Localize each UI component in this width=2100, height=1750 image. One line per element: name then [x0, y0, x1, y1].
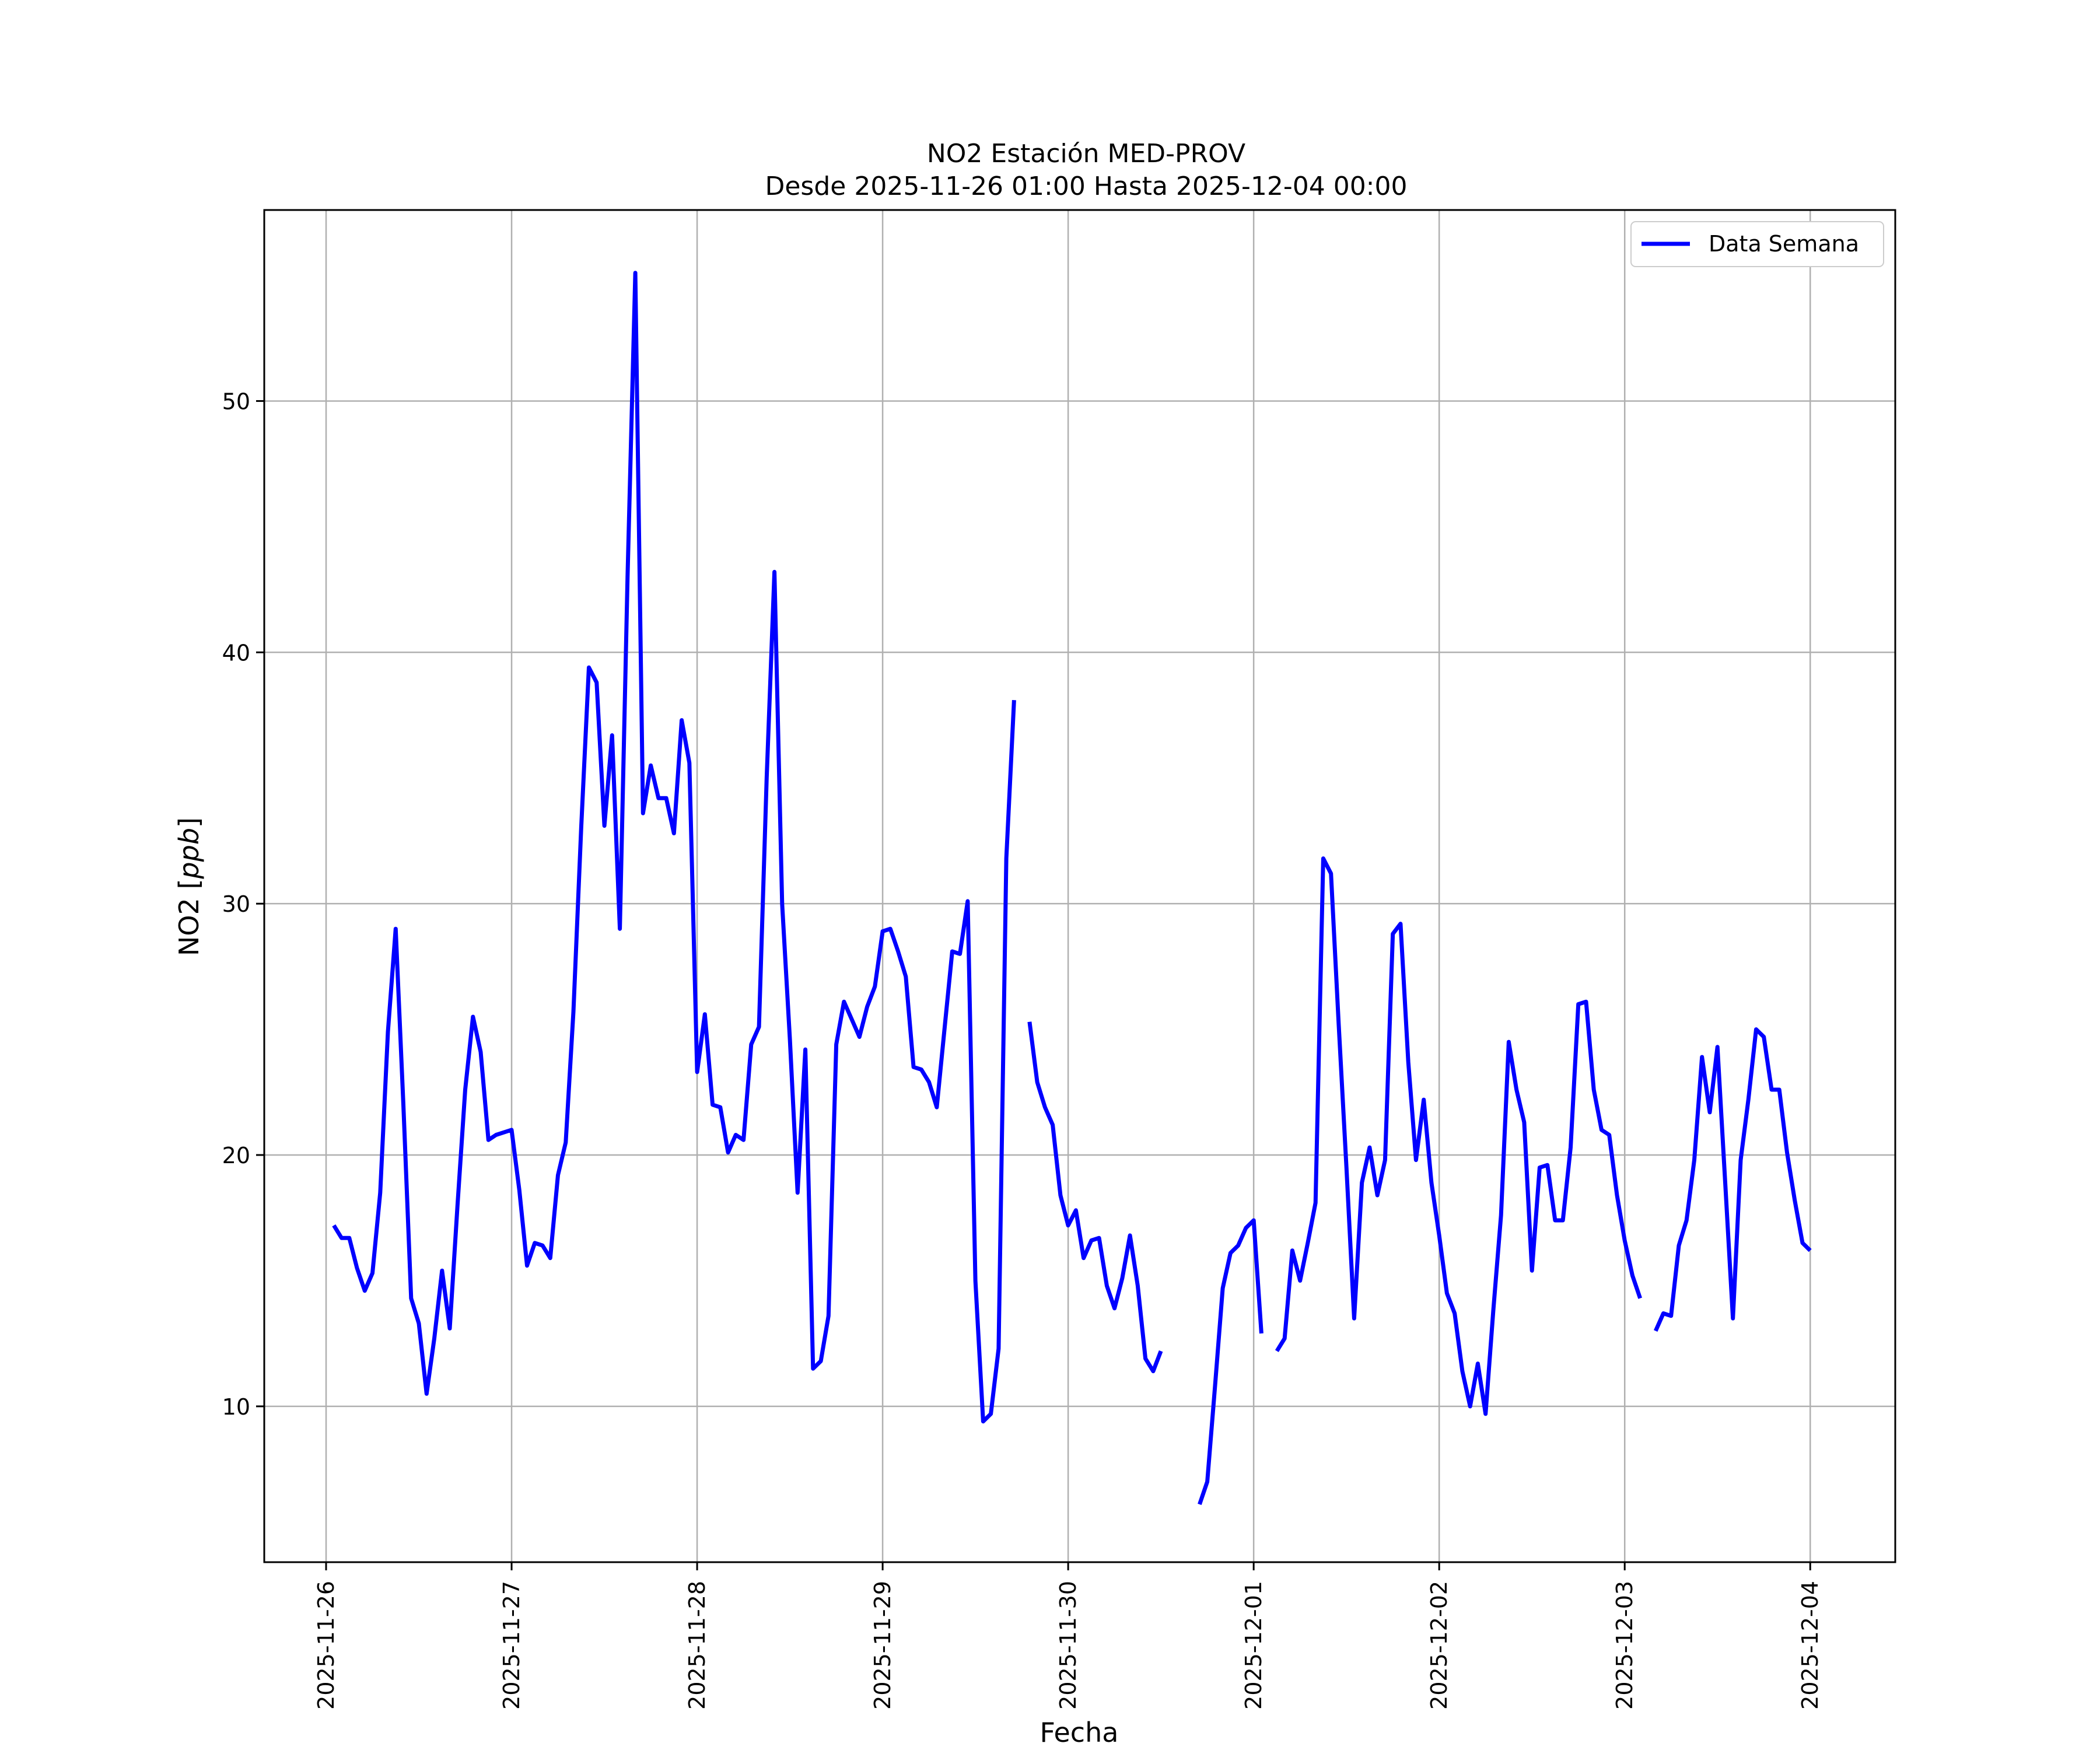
chart-title: NO2 Estación MED-PROV	[927, 139, 1245, 169]
x-tick-label: 2025-11-27	[499, 1581, 524, 1710]
data-series-lines	[332, 271, 1812, 1506]
series-line-segment	[1275, 856, 1643, 1416]
y-axis-label-close: ]	[173, 817, 205, 828]
x-axis-ticks: 2025-11-26 2025-11-27 2025-11-28 2025-11-29…	[313, 1562, 1823, 1710]
y-tick-label: 40	[222, 640, 250, 666]
series-line-segment	[1653, 1027, 1812, 1332]
series-line-segment	[1198, 1218, 1264, 1506]
y-tick-label: 10	[222, 1394, 250, 1420]
legend-box	[1630, 221, 1884, 267]
y-axis-label-unit: ppb	[173, 828, 205, 880]
x-tick-label: 2025-11-28	[684, 1581, 710, 1710]
legend-label-data-semana: Data Semana	[1709, 231, 1859, 257]
y-axis-label: NO2 [ppb]	[173, 817, 205, 956]
grid-lines	[264, 210, 1895, 1562]
x-tick-label: 2025-11-26	[313, 1581, 339, 1710]
series-line-segment	[332, 271, 1016, 1424]
plot-area-frame	[263, 209, 1896, 1563]
x-tick-label: 2025-12-02	[1426, 1581, 1452, 1710]
y-tick-label: 50	[222, 388, 250, 414]
series-line-segment	[1027, 1021, 1163, 1374]
x-tick-label: 2025-11-30	[1055, 1581, 1081, 1710]
chart-subtitle: Desde 2025-11-26 01:00 Hasta 2025-12-04 …	[765, 172, 1407, 201]
x-tick-label: 2025-12-04	[1797, 1581, 1823, 1710]
x-tick-label: 2025-12-03	[1612, 1581, 1637, 1710]
x-axis-label: Fecha	[1040, 1717, 1119, 1748]
y-axis-label-main: NO2 [	[173, 879, 205, 956]
y-tick-label: 30	[222, 891, 250, 917]
x-tick-label: 2025-12-01	[1241, 1581, 1266, 1710]
legend: Data Semana	[1630, 221, 1884, 267]
x-tick-label: 2025-11-29	[870, 1581, 895, 1710]
y-axis-ticks: 10 20 30 40 50	[222, 388, 264, 1420]
y-tick-label: 20	[222, 1143, 250, 1168]
